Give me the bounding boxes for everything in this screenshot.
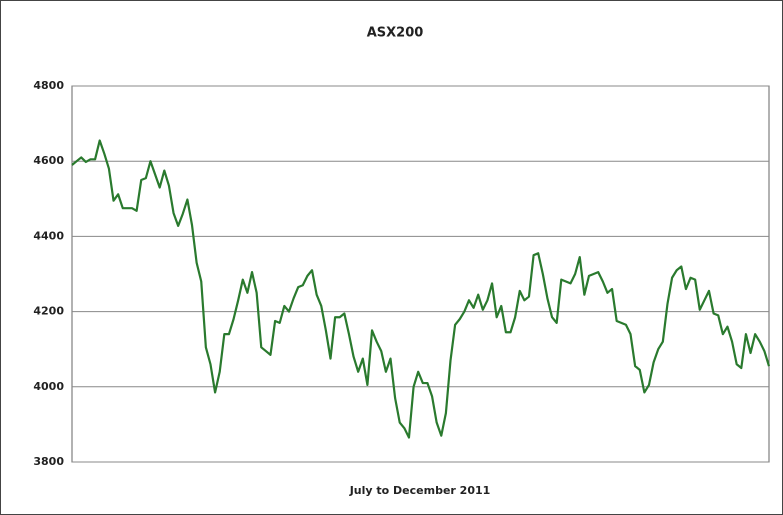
y-tick-label: 4600: [33, 154, 64, 167]
y-tick-label: 4200: [33, 305, 64, 318]
x-axis-label: July to December 2011: [349, 484, 491, 497]
y-tick-label: 3800: [33, 455, 64, 468]
y-tick-label: 4000: [33, 380, 64, 393]
data-line: [71, 139, 771, 439]
chart-title: ASX200: [367, 26, 424, 41]
y-tick-label: 4800: [33, 79, 64, 92]
y-tick-label: 4400: [33, 229, 64, 242]
